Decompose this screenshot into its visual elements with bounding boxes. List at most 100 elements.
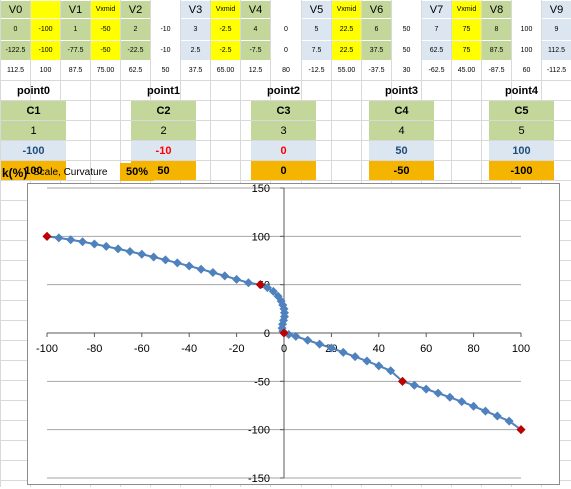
point-name[interactable]: point1 [147, 84, 180, 97]
vtable-cell[interactable]: -77.5 [61, 41, 90, 60]
vtable-cell[interactable]: 4 [241, 19, 270, 40]
vtable-cell[interactable]: 100 [31, 61, 60, 80]
vtable-header[interactable] [392, 1, 421, 18]
vtable-cell[interactable]: -112.5 [542, 61, 571, 80]
vtable-header[interactable]: V1 [61, 1, 90, 18]
vtable-header[interactable]: Vxmid [452, 1, 481, 18]
point-x-value[interactable]: 100 [489, 141, 554, 160]
vtable-cell[interactable]: 87.5 [482, 41, 511, 60]
vtable-cell[interactable]: 0 [271, 41, 301, 60]
vtable-header[interactable] [271, 1, 301, 18]
vtable-cell[interactable]: 100 [512, 41, 541, 60]
vtable-cell[interactable]: -10 [151, 19, 180, 40]
vtable-cell[interactable]: 100 [512, 19, 541, 40]
point-x-value[interactable]: 50 [369, 141, 434, 160]
point-c-label[interactable]: C4 [369, 101, 434, 120]
vtable-cell[interactable]: 8 [482, 19, 511, 40]
vtable-cell[interactable]: 112.5 [1, 61, 30, 80]
vtable-header[interactable]: V6 [362, 1, 391, 18]
point-c-label[interactable]: C1 [1, 101, 66, 120]
point-name[interactable]: point4 [505, 84, 538, 97]
vtable-cell[interactable]: 60 [512, 61, 541, 80]
vtable-cell[interactable]: -50 [91, 41, 120, 60]
vtable-cell[interactable]: 62.5 [422, 41, 451, 60]
vtable-cell[interactable]: 112.5 [542, 41, 571, 60]
vtable-cell[interactable]: 7.5 [302, 41, 331, 60]
point-y-value[interactable]: 0 [251, 161, 316, 180]
vtable-cell[interactable]: -10 [151, 41, 180, 60]
point-index[interactable]: 1 [1, 121, 66, 140]
vtable-cell[interactable]: 0 [1, 19, 30, 40]
point-name[interactable]: point2 [267, 84, 300, 97]
vtable-cell[interactable]: -2.5 [211, 19, 240, 40]
vtable-cell[interactable]: -2.5 [211, 41, 240, 60]
vtable-cell[interactable]: 5 [302, 19, 331, 40]
vtable-cell[interactable]: -122.5 [1, 41, 30, 60]
vtable-cell[interactable]: -100 [31, 19, 60, 40]
vtable-cell[interactable]: 3 [181, 19, 210, 40]
vtable-cell[interactable]: -100 [31, 41, 60, 60]
vtable-cell[interactable]: 1 [61, 19, 90, 40]
point-y-value[interactable]: 100 [1, 161, 66, 180]
point-name[interactable]: point3 [385, 84, 418, 97]
vtable-cell[interactable]: 22.5 [332, 41, 361, 60]
vtable-cell[interactable]: 12.5 [241, 61, 270, 80]
vtable-header[interactable]: Vxmid [91, 1, 120, 18]
vtable-header[interactable] [151, 1, 180, 18]
vtable-header[interactable]: V3 [181, 1, 210, 18]
vtable-cell[interactable]: -87.5 [482, 61, 511, 80]
vtable-cell[interactable]: 75 [452, 19, 481, 40]
vtable-header[interactable] [31, 1, 60, 18]
vtable-cell[interactable]: 45.00 [452, 61, 481, 80]
vtable-cell[interactable]: 2.5 [181, 41, 210, 60]
vtable-header[interactable]: V7 [422, 1, 451, 18]
vtable-cell[interactable]: 80 [271, 61, 301, 80]
point-x-value[interactable]: -100 [1, 141, 66, 160]
vtable-header[interactable]: V8 [482, 1, 511, 18]
vtable-cell[interactable]: -22.5 [121, 41, 150, 60]
vtable-cell[interactable]: 50 [392, 41, 421, 60]
vtable-cell[interactable]: 62.5 [121, 61, 150, 80]
point-c-label[interactable]: C2 [131, 101, 196, 120]
vtable-header[interactable]: V9 [542, 1, 571, 18]
vtable-cell[interactable]: 9 [542, 19, 571, 40]
vtable-cell[interactable]: 37.5 [362, 41, 391, 60]
point-index[interactable]: 2 [131, 121, 196, 140]
vtable-cell[interactable]: 87.5 [61, 61, 90, 80]
vtable-cell[interactable]: -12.5 [302, 61, 331, 80]
vtable-cell[interactable]: 75 [452, 41, 481, 60]
point-c-label[interactable]: C5 [489, 101, 554, 120]
point-index[interactable]: 4 [369, 121, 434, 140]
vtable-cell[interactable]: 2 [121, 19, 150, 40]
vtable-cell[interactable]: 7 [422, 19, 451, 40]
vtable-cell[interactable]: 50 [392, 19, 421, 40]
point-index[interactable]: 3 [251, 121, 316, 140]
vtable-cell[interactable]: 75.00 [91, 61, 120, 80]
point-y-value[interactable]: -50 [369, 161, 434, 180]
vtable-header[interactable] [512, 1, 541, 18]
vtable-header[interactable]: Vxmid [332, 1, 361, 18]
vtable-cell[interactable]: 55.00 [332, 61, 361, 80]
point-x-value[interactable]: 0 [251, 141, 316, 160]
vtable-header[interactable]: Vxmid [211, 1, 240, 18]
vtable-header[interactable]: V4 [241, 1, 270, 18]
point-c-label[interactable]: C3 [251, 101, 316, 120]
point-name[interactable]: point0 [17, 84, 50, 97]
vtable-cell[interactable]: 30 [392, 61, 421, 80]
vtable-cell[interactable]: 0 [271, 19, 301, 40]
vtable-cell[interactable]: 6 [362, 19, 391, 40]
vtable-cell[interactable]: 50 [151, 61, 180, 80]
vtable-cell[interactable]: -37.5 [362, 61, 391, 80]
vtable-cell[interactable]: -50 [91, 19, 120, 40]
point-index[interactable]: 5 [489, 121, 554, 140]
vtable-header[interactable]: V2 [121, 1, 150, 18]
vtable-cell[interactable]: 22.5 [332, 19, 361, 40]
vtable-header[interactable]: V5 [302, 1, 331, 18]
k-value-cell[interactable]: 50% [120, 163, 154, 181]
vtable-cell[interactable]: 37.5 [181, 61, 210, 80]
vtable-cell[interactable]: -62.5 [422, 61, 451, 80]
vtable-header[interactable]: V0 [1, 1, 30, 18]
point-x-value[interactable]: -10 [131, 141, 196, 160]
vtable-cell[interactable]: -7.5 [241, 41, 270, 60]
vtable-cell[interactable]: 65.00 [211, 61, 240, 80]
